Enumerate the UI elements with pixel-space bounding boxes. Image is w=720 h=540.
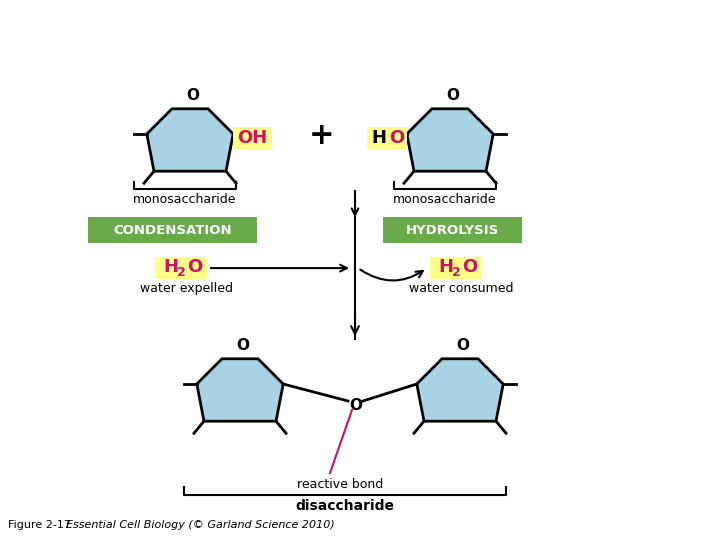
FancyBboxPatch shape: [233, 127, 271, 149]
Text: HYDROLYSIS: HYDROLYSIS: [406, 224, 499, 237]
Text: +: +: [309, 120, 335, 150]
FancyBboxPatch shape: [430, 257, 482, 279]
Polygon shape: [407, 109, 493, 171]
Text: Essential Cell Biology (© Garland Science 2010): Essential Cell Biology (© Garland Scienc…: [66, 520, 335, 530]
Text: 2: 2: [452, 266, 461, 279]
Text: O: O: [446, 88, 459, 103]
Text: Figure 2-17: Figure 2-17: [8, 520, 78, 530]
Text: O: O: [462, 258, 477, 276]
Text: disaccharide: disaccharide: [295, 499, 395, 513]
Text: water consumed: water consumed: [409, 282, 513, 295]
Text: monosaccharide: monosaccharide: [393, 193, 497, 206]
Text: O: O: [186, 88, 199, 103]
Text: OH: OH: [237, 129, 267, 147]
Text: O: O: [390, 129, 405, 147]
Text: monosaccharide: monosaccharide: [133, 193, 237, 206]
Text: water expelled: water expelled: [140, 282, 233, 295]
FancyBboxPatch shape: [155, 257, 207, 279]
Text: H: H: [372, 129, 387, 147]
FancyBboxPatch shape: [88, 217, 257, 243]
Polygon shape: [147, 109, 233, 171]
Text: H: H: [163, 258, 178, 276]
Text: O: O: [349, 397, 362, 413]
FancyBboxPatch shape: [366, 127, 407, 149]
Text: 2: 2: [177, 266, 186, 279]
Text: H: H: [438, 258, 453, 276]
Polygon shape: [197, 359, 283, 421]
Polygon shape: [417, 359, 503, 421]
Text: CONDENSATION: CONDENSATION: [113, 224, 232, 237]
Text: O: O: [236, 338, 250, 353]
Text: O: O: [187, 258, 202, 276]
Text: O: O: [456, 338, 469, 353]
Text: reactive bond: reactive bond: [297, 478, 383, 491]
FancyBboxPatch shape: [383, 217, 522, 243]
